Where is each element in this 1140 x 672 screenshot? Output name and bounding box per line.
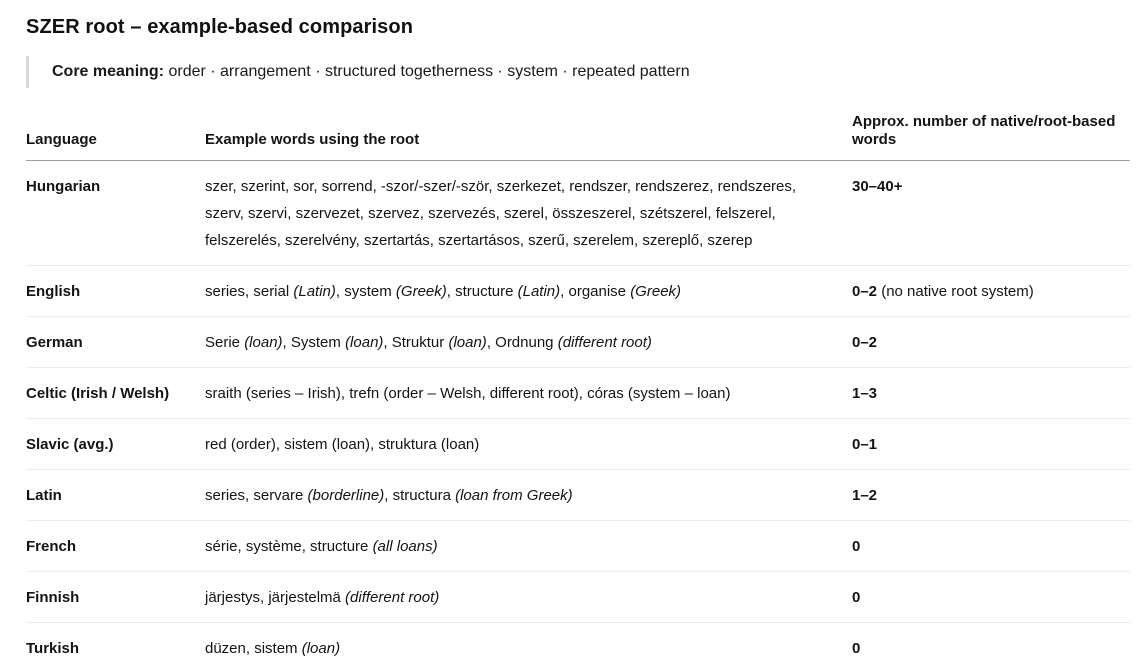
table-row: Celtic (Irish / Welsh) sraith (series – I… — [26, 367, 1130, 419]
header-language: Language — [26, 113, 205, 161]
example-origin-note: (borderline) — [307, 487, 385, 504]
count-value: 0 — [852, 538, 861, 555]
language-cell: Finnish — [26, 571, 205, 623]
language-cell: Turkish — [26, 640, 80, 657]
count-cell: 0 — [852, 571, 1130, 623]
count-cell: 0–2 (no native root system) — [852, 265, 1130, 317]
example-origin-note: (loan) — [448, 334, 487, 351]
example-words: red (order), sistem (loan), struktura (l… — [205, 436, 480, 453]
language-cell: German — [26, 316, 205, 368]
language-cell: Slavic (avg.) — [26, 418, 205, 470]
example-words: series, servare — [205, 487, 308, 504]
count-cell: 0 — [852, 623, 1130, 672]
example-words: Serie — [205, 334, 245, 351]
examples-cell: Serie (loan), System (loan), Struktur (l… — [205, 316, 852, 368]
example-words: , system — [335, 283, 396, 300]
examples-cell: sraith (series – Irish), trefn (order – … — [205, 367, 852, 419]
example-origin-note: (all loans) — [372, 538, 438, 555]
table-body: Hungarian szer, szerint, sor, sorrend, -s… — [26, 160, 1130, 672]
example-origin-note: (Greek) — [630, 283, 682, 300]
table-row: English series, serial (Latin), system (G… — [26, 265, 1130, 317]
example-words: série, système, structure — [205, 538, 373, 555]
count-cell: 0–1 — [852, 418, 1130, 470]
example-origin-note: (loan) — [301, 640, 341, 657]
example-words: , structura — [384, 487, 456, 504]
count-value: 30–40+ — [852, 178, 903, 195]
count-value: 0–2 — [852, 283, 878, 300]
core-meaning-label: Core meaning: — [52, 63, 165, 80]
language-cell: Latin — [26, 469, 205, 521]
table-header-row: Language Example words using the root Ap… — [26, 113, 1130, 161]
examples-cell: series, servare (borderline), structura … — [205, 469, 852, 521]
table-row: French série, système, structure (all loa… — [26, 520, 1130, 572]
count-cell: 0 — [852, 520, 1130, 572]
example-origin-note: (loan from Greek) — [455, 487, 573, 504]
table-row: Finnish järjestys, järjestelmä (different… — [26, 571, 1130, 623]
count-value: 0–2 — [852, 334, 878, 351]
example-origin-note: (loan) — [345, 334, 384, 351]
examples-cell: szer, szerint, sor, sorrend, -szor/-szer… — [205, 160, 852, 266]
example-words: szer, szerint, sor, sorrend, -szor/-szer… — [205, 178, 797, 249]
count-cell: 30–40+ — [852, 160, 1130, 266]
count-value: 0 — [852, 640, 861, 657]
example-words: järjestys, järjestelmä — [205, 589, 346, 606]
count-cell: 1–2 — [852, 469, 1130, 521]
example-origin-note: (Latin) — [517, 283, 561, 300]
examples-cell: järjestys, järjestelmä (different root) — [205, 571, 852, 623]
count-cell: 1–3 — [852, 367, 1130, 419]
examples-cell: red (order), sistem (loan), struktura (l… — [205, 418, 852, 470]
examples-cell: düzen, sistem (loan) — [205, 623, 852, 672]
language-cell: Celtic (Irish / Welsh) — [26, 367, 205, 419]
example-origin-note: (Latin) — [293, 283, 336, 300]
examples-cell: série, système, structure (all loans) — [205, 520, 852, 572]
language-cell: Hungarian — [26, 160, 205, 266]
comparison-table: Language Example words using the root Ap… — [26, 113, 1130, 672]
header-count: Approx. number of native/root-based word… — [852, 113, 1130, 161]
example-words: , System — [282, 334, 346, 351]
table-row: German Serie (loan), System (loan), Struk… — [26, 316, 1130, 368]
core-meaning-text: order · arrangement · structured togethe… — [164, 63, 690, 80]
count-value: 0–1 — [852, 436, 878, 453]
count-note: (no native root system) — [877, 283, 1034, 300]
example-words: , Struktur — [383, 334, 449, 351]
example-origin-note: (different root) — [345, 589, 440, 606]
example-words: , structure — [446, 283, 518, 300]
example-origin-note: (loan) — [244, 334, 283, 351]
example-words: sraith (series – Irish), trefn (order – … — [205, 385, 731, 402]
page-title: SZER root – example-based comparison — [26, 16, 414, 38]
language-cell: English — [26, 265, 205, 317]
example-words: series, serial — [205, 283, 294, 300]
language-cell: French — [26, 520, 205, 572]
table-row: Hungarian szer, szerint, sor, sorrend, -s… — [26, 160, 1130, 266]
core-meaning-quote: Core meaning: order · arrangement · stru… — [26, 56, 1130, 88]
count-value: 1–3 — [852, 385, 878, 402]
table-row: Slavic (avg.) red (order), sistem (loan),… — [26, 418, 1130, 470]
example-words: , Ordnung — [486, 334, 558, 351]
examples-cell: series, serial (Latin), system (Greek), … — [205, 265, 852, 317]
example-words: , organise — [560, 283, 631, 300]
example-origin-note: (different root) — [557, 334, 652, 351]
table-row: Turkish düzen, sistem (loan) 0 — [26, 623, 1130, 672]
count-cell: 0–2 — [852, 316, 1130, 368]
header-examples: Example words using the root — [205, 113, 852, 161]
table-row: Latin series, servare (borderline), struc… — [26, 469, 1130, 521]
count-value: 0 — [852, 589, 861, 606]
table-head: Language Example words using the root Ap… — [26, 113, 1130, 161]
example-words: düzen, sistem — [205, 640, 302, 657]
example-origin-note: (Greek) — [395, 283, 447, 300]
count-value: 1–2 — [852, 487, 878, 504]
